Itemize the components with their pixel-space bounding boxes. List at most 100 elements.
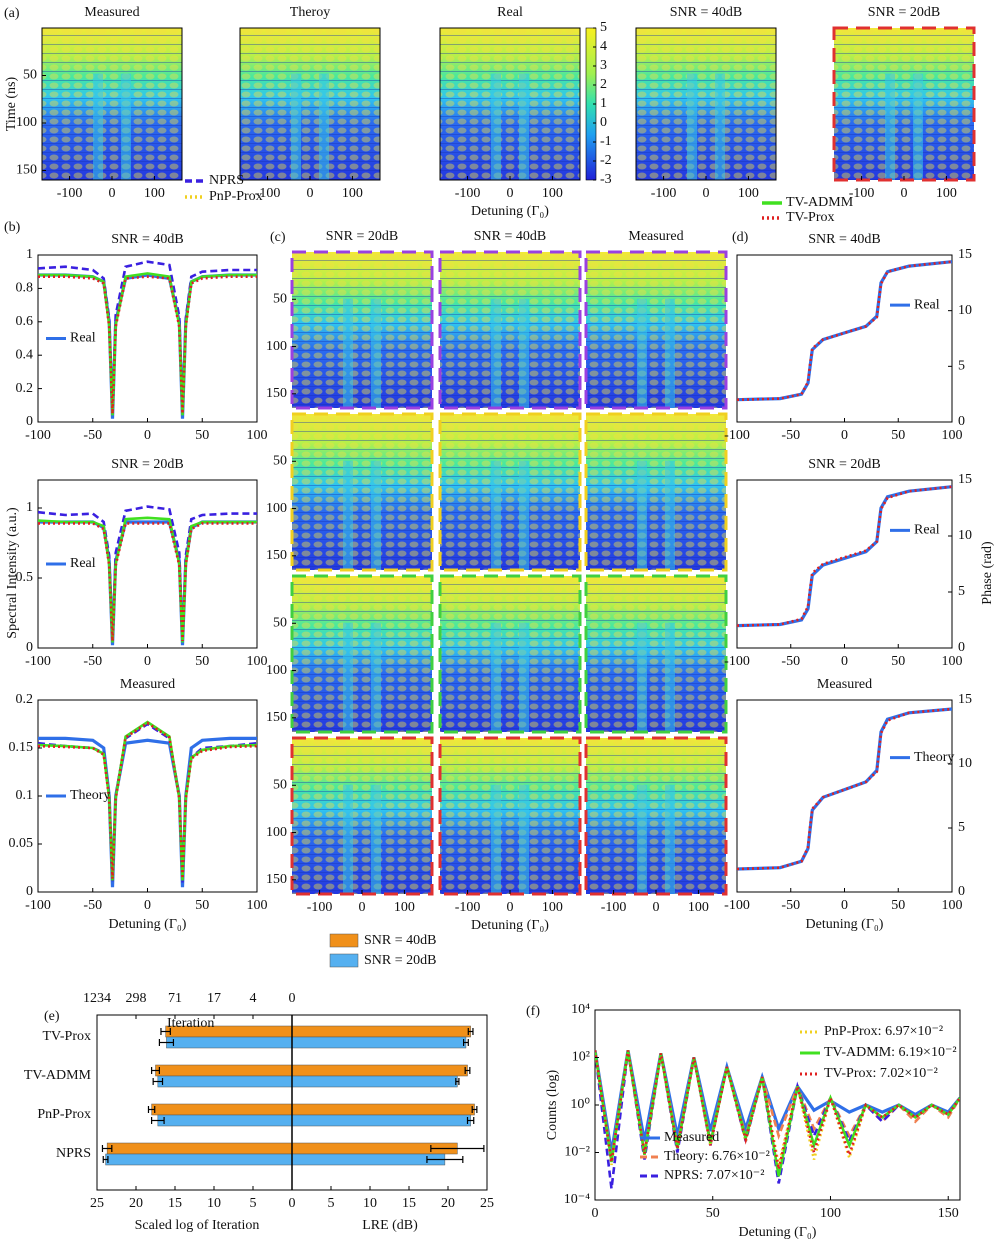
series-line bbox=[595, 1050, 960, 1177]
colorbar-tick-label: 1 bbox=[600, 96, 607, 111]
y-tick-label: 0 bbox=[26, 884, 33, 899]
heatmap-texture bbox=[240, 28, 380, 180]
y-tick-label: 10 bbox=[958, 756, 972, 771]
y-tick-label: 0.2 bbox=[16, 692, 34, 707]
panel-label: (e) bbox=[44, 1009, 60, 1024]
top-tick-label: 4 bbox=[250, 991, 257, 1006]
heatmap-streak bbox=[343, 460, 353, 570]
heatmap-streak bbox=[885, 73, 895, 180]
heatmap-texture bbox=[586, 738, 726, 894]
heatmap-border bbox=[438, 412, 582, 572]
x-tick-label: -100 bbox=[455, 900, 481, 915]
heatmap-texture bbox=[440, 28, 580, 180]
legend-label: Real bbox=[70, 331, 96, 346]
bar bbox=[157, 1114, 293, 1127]
heatmap-border bbox=[290, 250, 434, 410]
legend-label: Theory bbox=[914, 750, 954, 765]
heatmap-texture bbox=[440, 414, 580, 570]
heatmap bbox=[834, 28, 974, 180]
legend-swatch bbox=[329, 933, 359, 948]
x-tick-label: 100 bbox=[342, 186, 363, 201]
chart-title: Measured bbox=[817, 677, 872, 692]
y-tick-label: 0 bbox=[26, 414, 33, 429]
y-tick-label: 5 bbox=[958, 820, 965, 835]
heatmap-border bbox=[438, 250, 582, 410]
x-tick-label: 0 bbox=[144, 428, 151, 443]
legend-label: Measured bbox=[664, 1130, 719, 1145]
heatmap-streak bbox=[715, 73, 725, 180]
legend-label: SNR = 20dB bbox=[364, 953, 436, 968]
bar bbox=[166, 1036, 293, 1049]
heatmap-streak bbox=[93, 73, 103, 180]
x-tick-label: 100 bbox=[542, 900, 563, 915]
y-tick-label: 100 bbox=[16, 115, 37, 130]
x-tick-label: 10 bbox=[363, 1196, 377, 1211]
x-tick-label: 50 bbox=[891, 428, 905, 443]
chart-title: SNR = 20dB bbox=[808, 457, 880, 472]
series-line bbox=[737, 485, 952, 628]
bar bbox=[291, 1075, 458, 1088]
x-tick-label: 0 bbox=[841, 428, 848, 443]
chart-title: SNR = 20dB bbox=[111, 457, 183, 472]
heatmap-texture bbox=[292, 414, 432, 570]
x-tick-label: -100 bbox=[724, 898, 750, 913]
y-axis-label: Counts (log) bbox=[545, 1069, 560, 1140]
series-line bbox=[38, 505, 257, 642]
bar bbox=[157, 1075, 293, 1088]
x-tick-label: -100 bbox=[724, 654, 750, 669]
colorbar-tick-label: 3 bbox=[600, 58, 607, 73]
heatmap-texture bbox=[292, 576, 432, 732]
y-tick-label: 0.15 bbox=[9, 740, 34, 755]
y-tick-label: 150 bbox=[266, 386, 287, 401]
heatmap bbox=[636, 28, 776, 180]
panel-label: (b) bbox=[4, 220, 21, 235]
chart-title: Real bbox=[497, 5, 523, 20]
heatmap bbox=[42, 28, 182, 180]
legend-label: PnP-Prox: 6.97×10⁻² bbox=[824, 1024, 943, 1039]
heatmap-texture bbox=[586, 414, 726, 570]
heatmap bbox=[586, 576, 726, 732]
plot-frame bbox=[736, 479, 953, 649]
series-line bbox=[38, 520, 257, 646]
heatmap-streak bbox=[371, 784, 381, 894]
heatmap-texture bbox=[440, 576, 580, 732]
panel-label: (f) bbox=[526, 1004, 540, 1019]
heatmap-border bbox=[290, 574, 434, 734]
x-tick-label: 5 bbox=[328, 1196, 335, 1211]
y-tick-label: 100 bbox=[266, 663, 287, 678]
x-tick-label: -100 bbox=[25, 654, 51, 669]
heatmap-streak bbox=[343, 622, 353, 732]
y-tick-label: 150 bbox=[16, 163, 37, 178]
bar bbox=[291, 1064, 468, 1077]
heatmap-texture bbox=[586, 576, 726, 732]
heatmap bbox=[440, 252, 580, 408]
x-tick-label: 20 bbox=[129, 1196, 143, 1211]
heatmap-streak bbox=[519, 298, 529, 408]
y-tick-label: 0 bbox=[958, 414, 965, 429]
y-tick-label: 1 bbox=[26, 500, 33, 515]
chart-title: Theroy bbox=[290, 5, 330, 20]
bar bbox=[291, 1153, 446, 1166]
x-tick-label: -100 bbox=[455, 186, 481, 201]
y-tick-label: 0 bbox=[26, 640, 33, 655]
legend-label: Real bbox=[914, 297, 940, 312]
series-line bbox=[38, 273, 257, 419]
y-tick-label: 10⁻² bbox=[564, 1145, 590, 1160]
y-tick-label: 0.5 bbox=[16, 570, 34, 585]
series-line bbox=[38, 516, 257, 643]
legend-label: TV-Prox: 7.02×10⁻² bbox=[824, 1066, 938, 1081]
x-tick-label: -50 bbox=[781, 428, 800, 443]
y-tick-label: 10 bbox=[958, 303, 972, 318]
heatmap-streak bbox=[491, 784, 501, 894]
x-tick-label: 100 bbox=[144, 186, 165, 201]
heatmap bbox=[440, 414, 580, 570]
chart-title: Measured bbox=[84, 5, 139, 20]
x-tick-label: 0 bbox=[592, 1206, 599, 1221]
series-line bbox=[38, 275, 257, 414]
y-tick-label: 0.1 bbox=[16, 788, 34, 803]
x-tick-label: -50 bbox=[83, 428, 102, 443]
y-tick-label: 10⁻⁴ bbox=[564, 1192, 590, 1207]
y-tick-label: 15 bbox=[958, 247, 972, 262]
heatmap bbox=[292, 576, 432, 732]
